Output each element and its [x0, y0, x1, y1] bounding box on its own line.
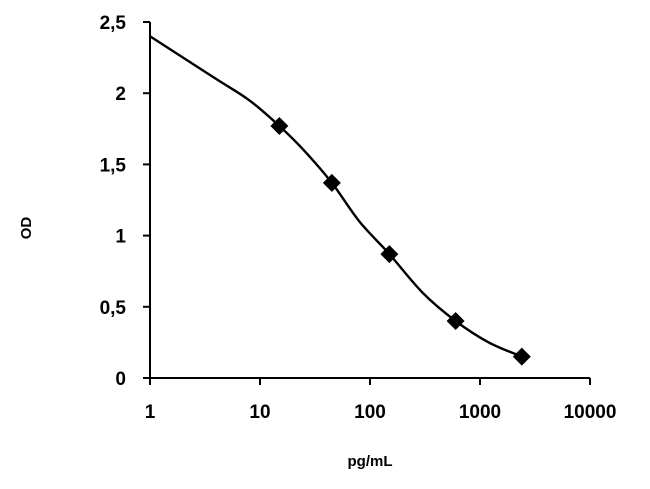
y-tick-label: 2,5	[100, 13, 127, 34]
y-tick-label: 2	[115, 84, 126, 105]
x-tick-label: 1000	[459, 402, 501, 423]
data-point-marker	[270, 116, 289, 135]
y-tick-label: 1	[115, 227, 126, 248]
axes	[149, 22, 590, 379]
data-point-marker	[322, 173, 341, 192]
data-point-marker	[380, 245, 399, 264]
x-tick-label: 100	[354, 402, 386, 423]
x-tick-label: 1	[145, 402, 156, 423]
data-markers	[270, 116, 531, 366]
data-point-marker	[512, 347, 531, 366]
y-tick-label: 0,5	[100, 298, 127, 319]
y-ticks: 0 0,5 1 1,5 2 2,5	[100, 13, 150, 390]
x-tick-label: 10000	[564, 402, 617, 423]
fit-curve-line	[149, 35, 523, 358]
y-axis-title: OD	[18, 217, 35, 240]
x-tick-label: 10	[249, 402, 270, 423]
y-tick-label: 1,5	[100, 155, 127, 176]
data-point-marker	[446, 312, 465, 331]
x-ticks: 1 10 100 1000 10000	[145, 378, 617, 423]
y-tick-label: 0	[115, 369, 126, 390]
x-axis-title: pg/mL	[348, 453, 393, 470]
